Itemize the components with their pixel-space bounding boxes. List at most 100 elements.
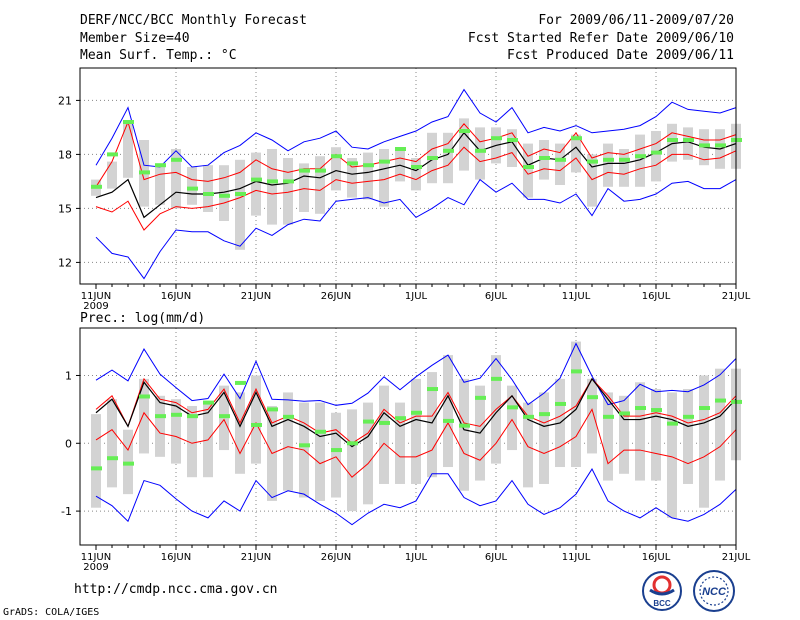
ensemble-mean-marker bbox=[155, 414, 166, 419]
ensemble-box bbox=[107, 399, 117, 488]
x-tick-label: 11JUL bbox=[562, 291, 591, 302]
ensemble-mean-marker bbox=[379, 159, 390, 164]
ensemble-mean-marker bbox=[411, 165, 422, 169]
ensemble-box bbox=[171, 149, 181, 209]
ensemble-box bbox=[587, 378, 597, 454]
plot-frame bbox=[79, 67, 737, 285]
ensemble-mean-marker bbox=[523, 414, 534, 419]
ensemble-box bbox=[315, 156, 325, 214]
ensemble-mean-marker bbox=[219, 414, 230, 419]
ensemble-mean-marker bbox=[587, 159, 598, 164]
ensemble-mean-marker bbox=[267, 407, 278, 412]
x-tick-label: 1JUL bbox=[405, 291, 428, 302]
ensemble-box bbox=[235, 159, 245, 250]
ensemble-mean-marker bbox=[603, 414, 614, 419]
y-tick-label: 12 bbox=[58, 256, 72, 269]
x-tick-label: 21JUN bbox=[241, 291, 271, 302]
ensemble-box bbox=[187, 167, 197, 205]
ensemble-box bbox=[427, 372, 437, 478]
series-line-upper-90- bbox=[95, 88, 737, 168]
ensemble-box bbox=[411, 378, 421, 484]
ensemble-mean-marker bbox=[619, 411, 630, 416]
x-tick-label: 16JUL bbox=[642, 291, 671, 302]
x-tick-label: 16JUL bbox=[642, 552, 671, 563]
ensemble-mean-marker bbox=[459, 423, 470, 428]
x-tick-label: 11JUN bbox=[81, 291, 111, 302]
ensemble-mean-marker bbox=[571, 136, 582, 141]
ensemble-mean-marker bbox=[427, 387, 438, 392]
ensemble-mean-marker bbox=[283, 179, 294, 184]
logos: BCC NCC bbox=[642, 570, 735, 612]
ensemble-mean-marker bbox=[219, 193, 230, 198]
ensemble-mean-marker bbox=[235, 380, 246, 385]
x-tick-label: 1JUL bbox=[405, 552, 428, 563]
ensemble-box bbox=[267, 149, 277, 225]
ensemble-box bbox=[235, 392, 245, 474]
series-line-lower-25- bbox=[95, 408, 737, 478]
ensemble-box bbox=[107, 161, 117, 189]
precip-variable-label: Prec.: log(mm/d) bbox=[80, 311, 206, 326]
grads-credit: GrADS: COLA/IGES bbox=[3, 607, 100, 618]
ensemble-mean-marker bbox=[667, 138, 678, 142]
ensemble-box bbox=[619, 395, 629, 474]
series-line-median bbox=[95, 377, 737, 448]
ensemble-mean-marker bbox=[683, 138, 694, 142]
ensemble-mean-marker bbox=[475, 148, 486, 153]
bcc-logo-text: BCC bbox=[653, 599, 671, 608]
ensemble-mean-marker bbox=[395, 147, 406, 151]
ensemble-mean-marker bbox=[635, 406, 646, 411]
ensemble-mean-marker bbox=[699, 406, 710, 411]
started-date-label: Fcst Started Refer Date 2009/06/10 bbox=[467, 31, 734, 46]
ensemble-box bbox=[459, 118, 469, 171]
y-tick-label: 15 bbox=[58, 202, 72, 215]
x-tick-label: 11JUL bbox=[562, 552, 591, 563]
ensemble-mean-marker bbox=[571, 369, 582, 374]
x-tick-label: 16JUN bbox=[161, 552, 191, 563]
ensemble-mean-marker bbox=[91, 466, 102, 471]
ensemble-box bbox=[507, 385, 517, 451]
ensemble-mean-marker bbox=[683, 414, 694, 419]
ensemble-box bbox=[219, 165, 229, 221]
ensemble-box bbox=[347, 158, 357, 198]
ensemble-mean-marker bbox=[139, 170, 150, 175]
x-tick-label: 16JUN bbox=[161, 291, 191, 302]
ensemble-mean-marker bbox=[331, 448, 342, 453]
ensemble-mean-marker bbox=[699, 143, 710, 148]
ensemble-box bbox=[283, 392, 293, 491]
ensemble-mean-marker bbox=[363, 163, 374, 168]
ensemble-mean-marker bbox=[491, 136, 502, 141]
series-line-lower-25- bbox=[95, 146, 737, 231]
ensemble-box bbox=[139, 378, 149, 454]
chart-title: DERF/NCC/BCC Monthly Forecast bbox=[80, 13, 307, 28]
ensemble-mean-marker bbox=[395, 416, 406, 421]
ensemble-box bbox=[667, 123, 677, 162]
ensemble-box bbox=[395, 147, 405, 182]
ensemble-box bbox=[363, 152, 373, 200]
ensemble-box bbox=[315, 402, 325, 501]
ensemble-box bbox=[603, 143, 613, 187]
ensemble-box bbox=[299, 163, 309, 212]
bcc-logo-icon: BCC bbox=[642, 571, 682, 611]
ensemble-mean-marker bbox=[315, 429, 326, 434]
ensemble-box bbox=[571, 134, 581, 173]
ensemble-box bbox=[91, 414, 101, 508]
ensemble-box bbox=[699, 375, 709, 508]
series-line-ensemble-max bbox=[95, 342, 737, 406]
x-tick-label: 6JUL bbox=[485, 291, 508, 302]
x-year-label: 2009 bbox=[83, 562, 108, 573]
ensemble-mean-marker bbox=[155, 163, 166, 168]
ensemble-mean-marker bbox=[347, 161, 358, 166]
ensemble-box bbox=[347, 409, 357, 512]
chart-panel-2: -1 0 1 11JUN 16JUN 21JUN 26JUN 1JUL 6JUL 11JUL 16J… bbox=[61, 327, 751, 573]
ensemble-mean-marker bbox=[603, 157, 614, 162]
produced-date-label: Fcst Produced Date 2009/06/11 bbox=[507, 48, 734, 63]
forecast-period-label: For 2009/06/11-2009/07/20 bbox=[538, 13, 734, 28]
ensemble-mean-marker bbox=[203, 192, 214, 196]
ensemble-box bbox=[635, 382, 645, 481]
ensemble-mean-marker bbox=[507, 138, 518, 142]
ensemble-mean-marker bbox=[187, 186, 198, 191]
ensemble-box bbox=[603, 392, 613, 481]
ensemble-box bbox=[571, 341, 581, 468]
ensemble-box bbox=[683, 389, 693, 484]
ensemble-box bbox=[251, 152, 261, 216]
